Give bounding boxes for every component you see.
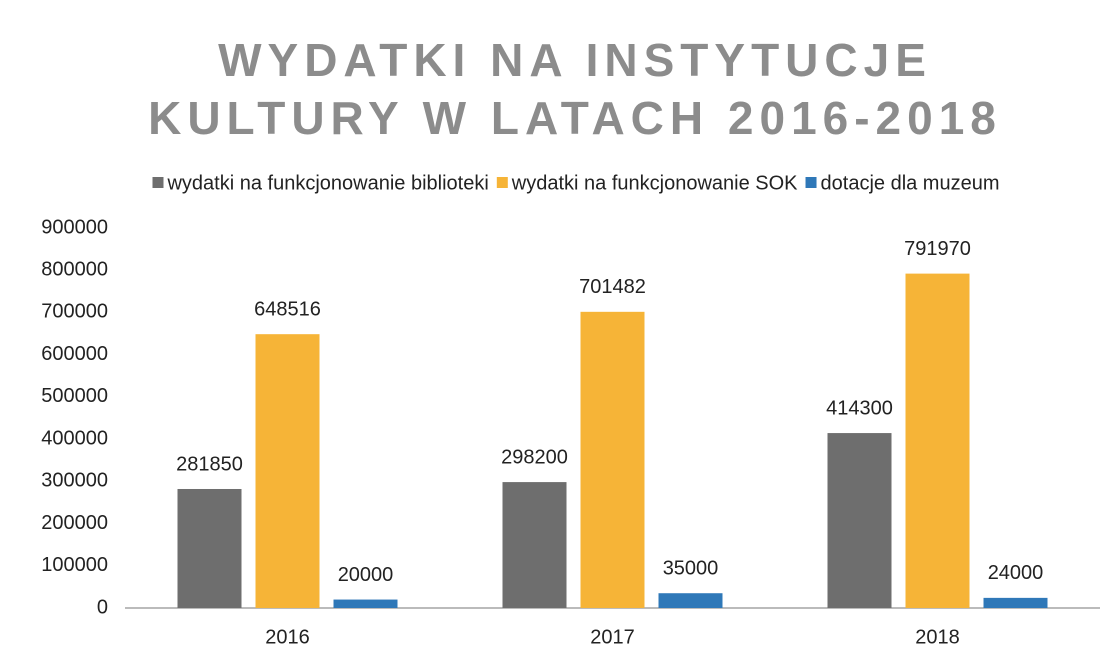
x-tick-label: 2017 xyxy=(590,626,635,648)
y-tick-label: 700000 xyxy=(41,301,108,323)
y-tick-label: 400000 xyxy=(41,427,108,449)
bar xyxy=(658,593,723,608)
data-label: 20000 xyxy=(338,564,394,586)
data-label: 648516 xyxy=(254,298,321,320)
chart-title: KULTURY W LATACH 2016-2018 xyxy=(148,92,1002,144)
data-label: 35000 xyxy=(663,558,719,580)
data-label: 791970 xyxy=(904,238,971,260)
y-tick-label: 800000 xyxy=(41,259,108,281)
y-tick-label: 600000 xyxy=(41,343,108,365)
data-label: 298200 xyxy=(501,446,568,468)
bar xyxy=(177,488,242,608)
data-label: 24000 xyxy=(988,562,1044,584)
legend-label: wydatki na funkcjonowanie biblioteki xyxy=(166,172,488,194)
bar xyxy=(580,311,645,608)
bar xyxy=(827,433,892,608)
y-tick-label: 300000 xyxy=(41,470,108,492)
bar xyxy=(983,597,1048,608)
data-label: 281850 xyxy=(176,453,243,475)
y-tick-label: 0 xyxy=(97,596,108,618)
y-tick-label: 500000 xyxy=(41,385,108,407)
bar xyxy=(905,273,970,608)
y-tick-label: 200000 xyxy=(41,512,108,534)
legend-label: dotacje dla muzeum xyxy=(821,172,1000,194)
bar xyxy=(333,599,398,608)
x-tick-label: 2016 xyxy=(265,626,310,648)
legend-marker xyxy=(805,177,817,188)
bar xyxy=(255,334,320,608)
legend-marker xyxy=(496,177,508,188)
data-label: 701482 xyxy=(579,276,646,298)
bar xyxy=(502,482,567,608)
data-label: 414300 xyxy=(826,397,893,419)
x-tick-label: 2018 xyxy=(915,626,960,648)
chart-title: WYDATKI NA INSTYTUCJE xyxy=(218,34,932,86)
y-tick-label: 900000 xyxy=(41,216,108,238)
y-tick-label: 100000 xyxy=(41,554,108,576)
legend-label: wydatki na funkcjonowanie SOK xyxy=(511,172,798,194)
legend-marker xyxy=(152,177,164,188)
